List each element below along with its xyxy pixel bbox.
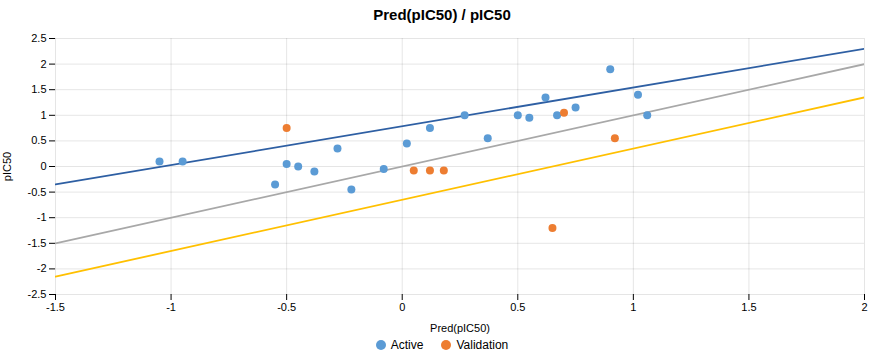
svg-text:0: 0 <box>399 301 405 313</box>
svg-text:Pred(pIC50): Pred(pIC50) <box>430 322 490 334</box>
html-text:Pred(pIC50) / pIC50: Pred(pIC50) / pIC50 <box>373 6 511 23</box>
svg-text:1: 1 <box>630 301 636 313</box>
svg-text:-0.5: -0.5 <box>28 186 47 198</box>
svg-text:1.5: 1.5 <box>31 83 46 95</box>
svg-text:0.5: 0.5 <box>31 134 46 146</box>
svg-text:-0.5: -0.5 <box>277 301 296 313</box>
svg-text:pIC50: pIC50 <box>1 152 13 181</box>
svg-text:-1: -1 <box>37 211 47 223</box>
svg-text:-2: -2 <box>37 262 47 274</box>
svg-text:-1.5: -1.5 <box>46 301 65 313</box>
svg-text:1.5: 1.5 <box>741 301 756 313</box>
html-text:Active: Active <box>390 338 424 352</box>
svg-text:2: 2 <box>861 301 867 313</box>
svg-text:1: 1 <box>40 109 46 121</box>
html-text:Validation: Validation <box>456 338 509 352</box>
svg-text:-1.5: -1.5 <box>28 237 47 249</box>
svg-text:0.5: 0.5 <box>510 301 525 313</box>
svg-text:-2.5: -2.5 <box>28 288 47 300</box>
svg-text:0: 0 <box>40 160 46 172</box>
svg-text:-1: -1 <box>166 301 176 313</box>
svg-text:2.5: 2.5 <box>31 32 46 44</box>
svg-text:2: 2 <box>40 58 46 70</box>
